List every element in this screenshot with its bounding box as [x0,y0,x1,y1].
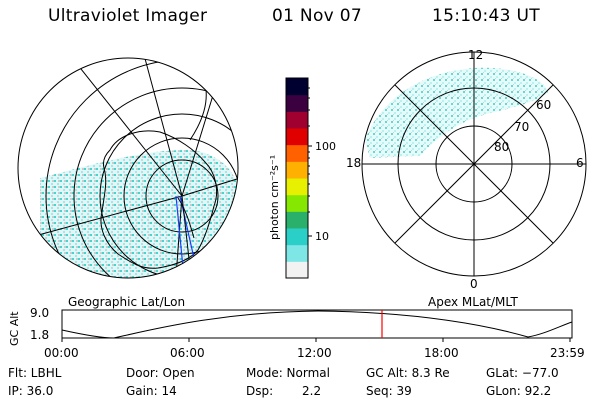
date-label: 01 Nov 07 [272,6,362,26]
colorbar-segment [286,128,308,146]
orbit-ytick-1-8: 1.8 [30,328,50,342]
colorbar-unit-label: photon cm⁻²s⁻¹ [268,154,281,240]
colorbar-segment [286,194,308,212]
orbit-xtick-1200: 12:00 [297,346,332,360]
orbit-xtick-1800: 18:00 [424,346,459,360]
apex-map [361,51,587,277]
instrument-title: Ultraviolet Imager [48,6,208,26]
flt-info: Flt: LBHL [8,366,62,380]
mlt-label-0: 0 [470,277,478,291]
mlat-label-70: 70 [514,120,530,134]
mlt-label-6: 6 [576,156,584,170]
colorbar-ticks [308,87,312,237]
colorbar-segment [286,244,308,262]
time-label: 15:10:43 UT [432,6,540,26]
dsp-value: 2.2 [302,384,322,398]
right-projection-label: Apex MLat/MLT [428,295,518,309]
orbit-altitude-curve [61,310,573,339]
left-emission-region [40,150,238,278]
colorbar-segment [286,111,308,129]
door-info: Door: Open [126,366,195,380]
mode-info: Mode: Normal [246,366,330,380]
orbit-xtick-0600: 06:00 [170,346,205,360]
mlt-label-18: 18 [346,156,362,170]
orbit-xticks [61,338,571,342]
colorbar-tick-100: 100 [315,140,336,153]
orbit-plot [61,309,573,342]
colorbar-segment [286,94,308,112]
mlt-label-12: 12 [468,48,484,62]
ip-info: IP: 36.0 [8,384,54,398]
mlat-label-60: 60 [536,98,552,112]
glon-info: GLon: 92.2 [486,384,552,398]
colorbar-segment [286,211,308,229]
right-emission-region [365,67,548,158]
mlat-label-80: 80 [494,140,510,154]
colorbar-tick-10: 10 [315,230,329,243]
dsp-label: Dsp: [246,384,274,398]
glat-info: GLat: −77.0 [486,366,559,380]
gain-info: Gain: 14 [126,384,177,398]
orbit-xtick-2359: 23:59 [550,346,585,360]
colorbar-segment [286,78,308,96]
geographic-map [17,57,239,279]
colorbar-segment [286,144,308,162]
orbit-ytick-9: 9.0 [30,306,50,320]
right-mlt-lines [362,52,586,276]
colorbar [286,78,308,279]
colorbar-segment [286,261,308,279]
left-projection-label: Geographic Lat/Lon [68,295,186,309]
colorbar-segment [286,178,308,196]
gc-alt-info: GC Alt: 8.3 Re [366,366,450,380]
colorbar-segment [286,161,308,179]
seq-info: Seq: 39 [366,384,412,398]
coastline [100,130,218,269]
orbit-ylabel: GC Alt [8,311,21,346]
orbit-xtick-0000: 00:00 [44,346,79,360]
colorbar-segment [286,228,308,246]
